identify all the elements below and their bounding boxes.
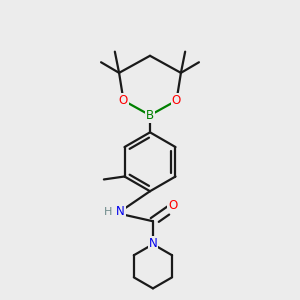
Text: H: H [104, 207, 112, 217]
Text: N: N [148, 237, 157, 250]
Text: O: O [119, 94, 128, 107]
Text: B: B [146, 109, 154, 122]
Text: O: O [172, 94, 181, 107]
Text: N: N [116, 205, 125, 218]
Text: O: O [168, 200, 178, 212]
